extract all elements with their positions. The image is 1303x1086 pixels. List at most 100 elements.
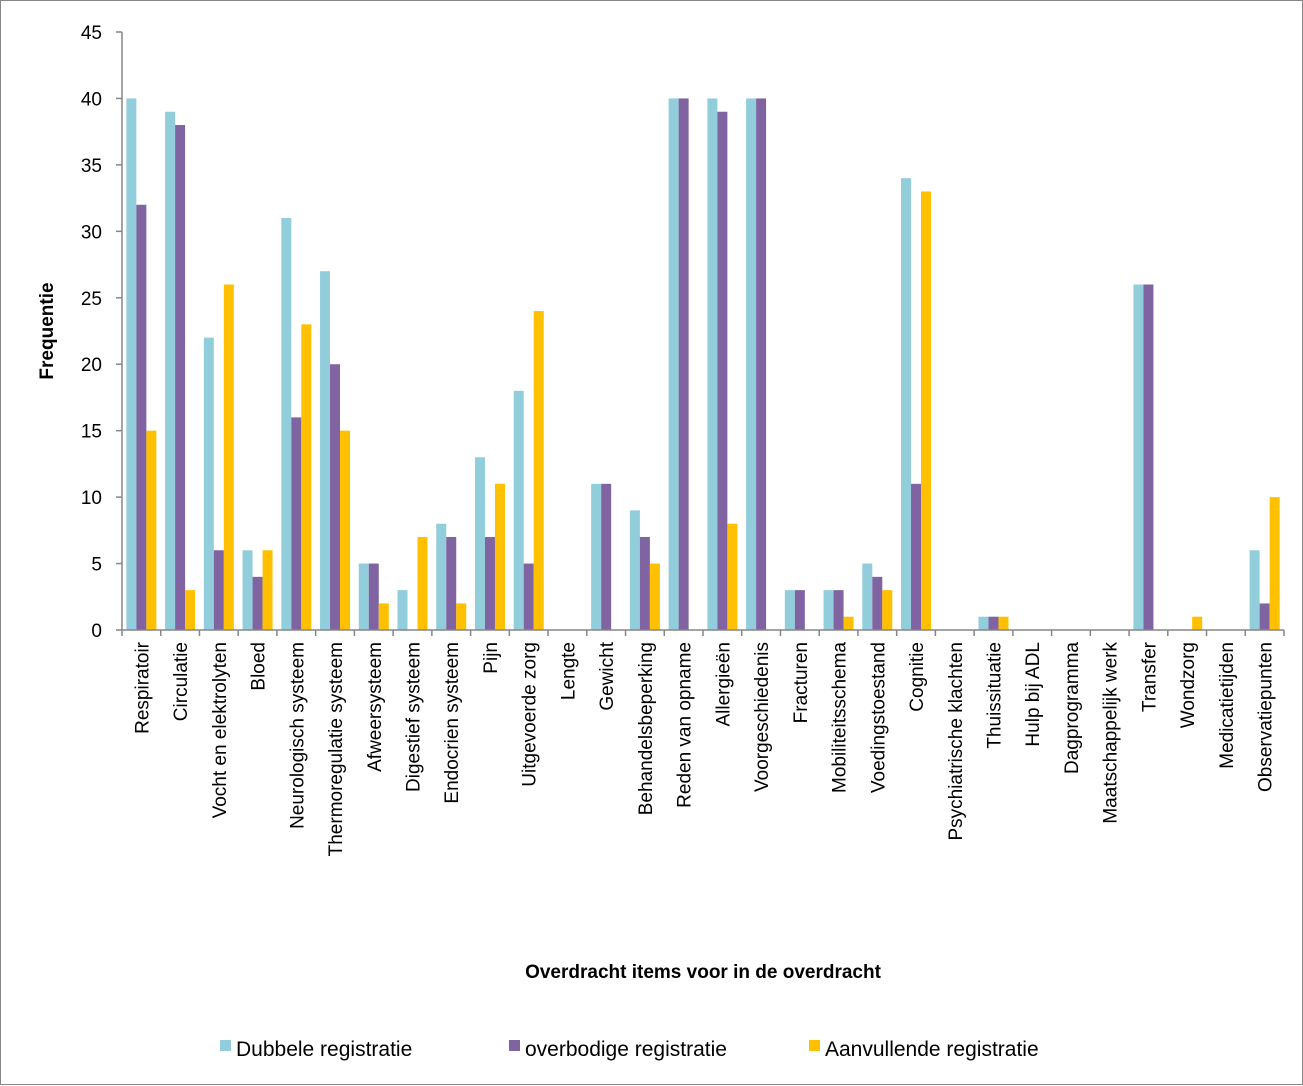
x-tick-label: Thuissituatie <box>985 642 1006 749</box>
bar <box>639 536 650 630</box>
bar <box>397 590 408 630</box>
x-tick-label: Uitgevoerde zorg <box>520 642 541 787</box>
bar <box>301 324 312 630</box>
y-axis-title: Frequentie <box>37 282 58 379</box>
bar <box>533 311 544 630</box>
y-tick-label: 15 <box>81 422 102 443</box>
bar <box>794 590 805 630</box>
bar <box>340 430 351 630</box>
bar <box>223 284 234 630</box>
bar <box>436 523 447 630</box>
bar <box>1249 550 1260 630</box>
legend-label: Dubbele registratie <box>236 1038 412 1061</box>
bar <box>668 98 679 630</box>
x-tick-label: Mobiliteitsschema <box>830 642 851 793</box>
bar <box>291 417 302 630</box>
bar <box>1259 603 1270 630</box>
bar <box>262 550 273 630</box>
bar <box>862 563 873 630</box>
bar <box>136 204 147 630</box>
y-tick-label: 35 <box>81 156 102 177</box>
bar <box>146 430 157 630</box>
legend: Dubbele registratie overbodige registrati… <box>220 1038 1039 1061</box>
legend-label: overbodige registratie <box>525 1038 727 1061</box>
bar <box>707 98 718 630</box>
x-tick-label: Allergieën <box>713 642 734 727</box>
bar <box>727 523 738 630</box>
y-tick-label: 25 <box>81 289 102 310</box>
y-tick-label: 0 <box>91 621 102 642</box>
bar <box>165 111 176 630</box>
bar <box>746 98 757 630</box>
x-axis-title: Overdracht items voor in de overdracht <box>525 962 882 983</box>
y-tick-label: 20 <box>81 355 102 376</box>
bar <box>1192 616 1203 630</box>
x-tick-label: Transfer <box>1139 641 1160 712</box>
y-tick-label: 10 <box>81 488 102 509</box>
x-tick-label: Reden van opname <box>675 642 696 808</box>
bar <box>978 616 989 630</box>
x-tick-label: Behandelsbeperking <box>636 642 657 815</box>
bar <box>921 191 932 630</box>
x-tick-label: Hulp bij ADL <box>1023 642 1044 747</box>
x-tick-label: Fracturen <box>791 642 812 723</box>
bar <box>203 337 214 630</box>
x-tick-label: Voedingstoestand <box>868 642 889 793</box>
bar <box>882 590 893 630</box>
bar <box>320 271 331 630</box>
x-tick-label: Respiratoir <box>132 641 153 734</box>
bar <box>446 536 457 630</box>
x-tick-label: Voorgeschiedenis <box>752 642 773 792</box>
y-tick-label: 45 <box>81 23 102 44</box>
x-tick-label: Endocrien systeem <box>442 642 463 804</box>
bar <box>784 590 795 630</box>
bar <box>998 616 1009 630</box>
bar <box>126 98 137 630</box>
bar <box>601 483 612 630</box>
x-tick-label: Dagprogramma <box>1062 642 1083 774</box>
x-tick-label: Neurologisch systeem <box>287 642 308 829</box>
x-tick-label: Afweersysteem <box>365 642 386 772</box>
bar <box>717 111 728 630</box>
legend-swatch <box>809 1040 820 1051</box>
y-tick-label: 30 <box>81 222 102 243</box>
bar <box>649 563 660 630</box>
bars-layer <box>126 98 1280 631</box>
bar <box>281 218 292 631</box>
x-tick-label: Bloed <box>249 642 270 691</box>
bar <box>678 98 689 630</box>
bar <box>252 576 263 630</box>
bar <box>823 590 834 630</box>
y-tick-label: 40 <box>81 89 102 110</box>
bar <box>988 616 999 630</box>
x-tick-label: Circulatie <box>171 642 192 721</box>
x-tick-label: Digestief systeem <box>404 642 425 792</box>
bar <box>523 563 534 630</box>
bar <box>378 603 389 630</box>
x-tick-label: Lengte <box>558 642 579 700</box>
x-tick-label: Maatschappelijk werk <box>1101 642 1122 824</box>
bar <box>213 550 224 630</box>
bar <box>591 483 602 630</box>
x-tick-label: Medicatietijden <box>1217 642 1238 769</box>
bar <box>494 483 505 630</box>
y-axis-ticks: 0 5 10 15 20 25 30 35 40 45 <box>81 23 122 642</box>
bar <box>368 563 379 630</box>
x-tick-label: Wondzorg <box>1178 642 1199 728</box>
x-tick-label: Pijn <box>481 642 502 674</box>
bar <box>175 125 186 631</box>
bar <box>833 590 844 630</box>
bar <box>1269 497 1280 630</box>
bar <box>484 536 495 630</box>
x-tick-label: Vocht en elektrolyten <box>210 642 231 818</box>
bar <box>911 483 922 630</box>
bar <box>358 563 369 630</box>
bar <box>456 603 467 630</box>
bar <box>872 576 883 630</box>
bar <box>513 390 524 630</box>
y-tick-label: 5 <box>91 555 102 576</box>
x-axis-tick-labels: Respiratoir Circulatie Vocht en elektrolyt… <box>121 630 1285 856</box>
legend-label: Aanvullende registratie <box>825 1038 1039 1061</box>
